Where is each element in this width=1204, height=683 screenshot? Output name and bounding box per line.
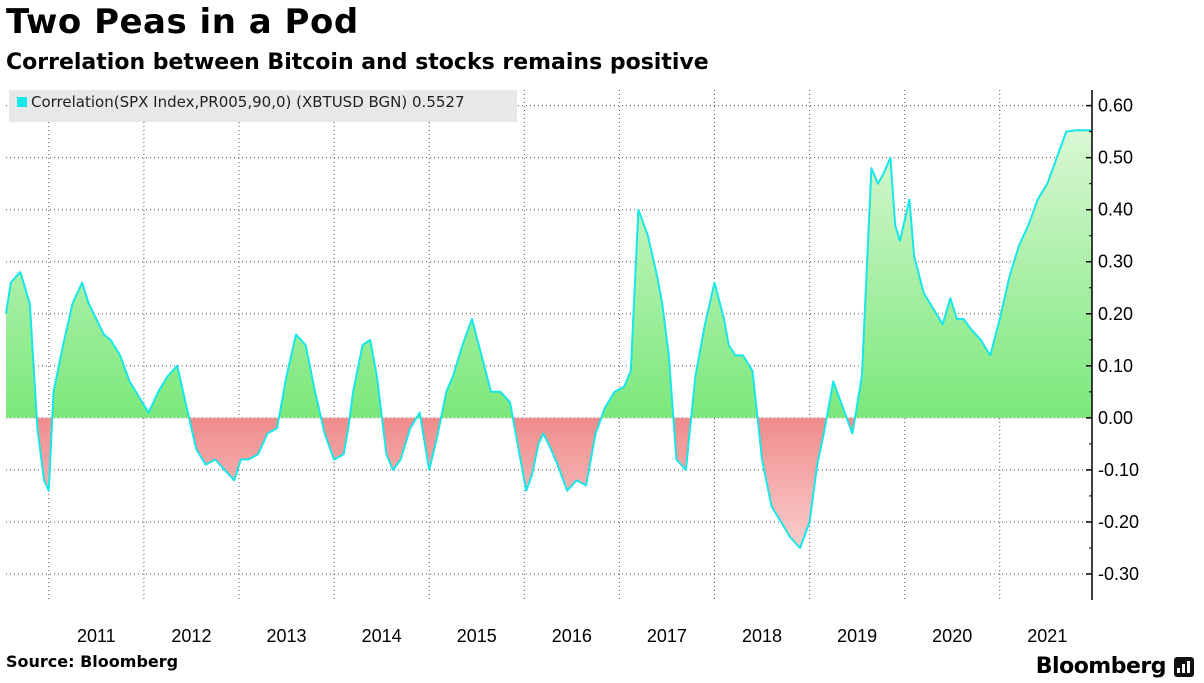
y-tick-label-7: -0.10 [1098,460,1139,480]
y-tick-label-9: -0.30 [1098,564,1139,584]
y-tick-label-4: 0.20 [1098,304,1133,324]
y-tick-label-3: 0.30 [1098,252,1133,272]
x-tick-label-8: 2019 [837,626,877,646]
bloomberg-terminal-icon [1174,657,1194,677]
y-tick-label-0: 0.60 [1098,96,1133,116]
series-lines [5,129,1092,549]
legend-label: Correlation(SPX Index,PR005,90,0) (XBTUS… [31,93,465,111]
x-tick-label-9: 2020 [932,626,972,646]
series-line-0 [5,129,1092,549]
legend-swatch [17,97,27,107]
chart-subtitle: Correlation between Bitcoin and stocks r… [6,50,709,75]
negative-area-0 [36,417,855,548]
x-tick-label-3: 2014 [362,626,402,646]
y-tick-label-1: 0.50 [1098,148,1133,168]
y-tick-label-2: 0.40 [1098,200,1133,220]
positive-area-0 [6,130,1092,418]
y-tick-label-5: 0.10 [1098,356,1133,376]
legend [9,90,517,122]
x-tick-label-7: 2018 [742,626,782,646]
x-tick-label-4: 2015 [457,626,497,646]
brand-logo-text: Bloomberg [1035,654,1167,679]
x-tick-label-2: 2013 [267,626,307,646]
x-tick-label-5: 2016 [552,626,592,646]
y-tick-label-8: -0.20 [1098,512,1139,532]
x-tick-label-10: 2021 [1027,626,1067,646]
chart-title: Two Peas in a Pod [6,2,359,42]
x-tick-label-6: 2017 [647,626,687,646]
x-tick-label-1: 2012 [171,626,211,646]
x-tick-label-0: 2011 [77,626,116,646]
source-note: Source: Bloomberg [6,652,179,671]
axes: 0.60 0.50 0.40 0.30 0.20 0.10 0.00 -0.10 -0.20 -0… [77,90,1139,646]
y-tick-label-6: 0.00 [1098,408,1133,428]
area-fills [6,130,1092,548]
